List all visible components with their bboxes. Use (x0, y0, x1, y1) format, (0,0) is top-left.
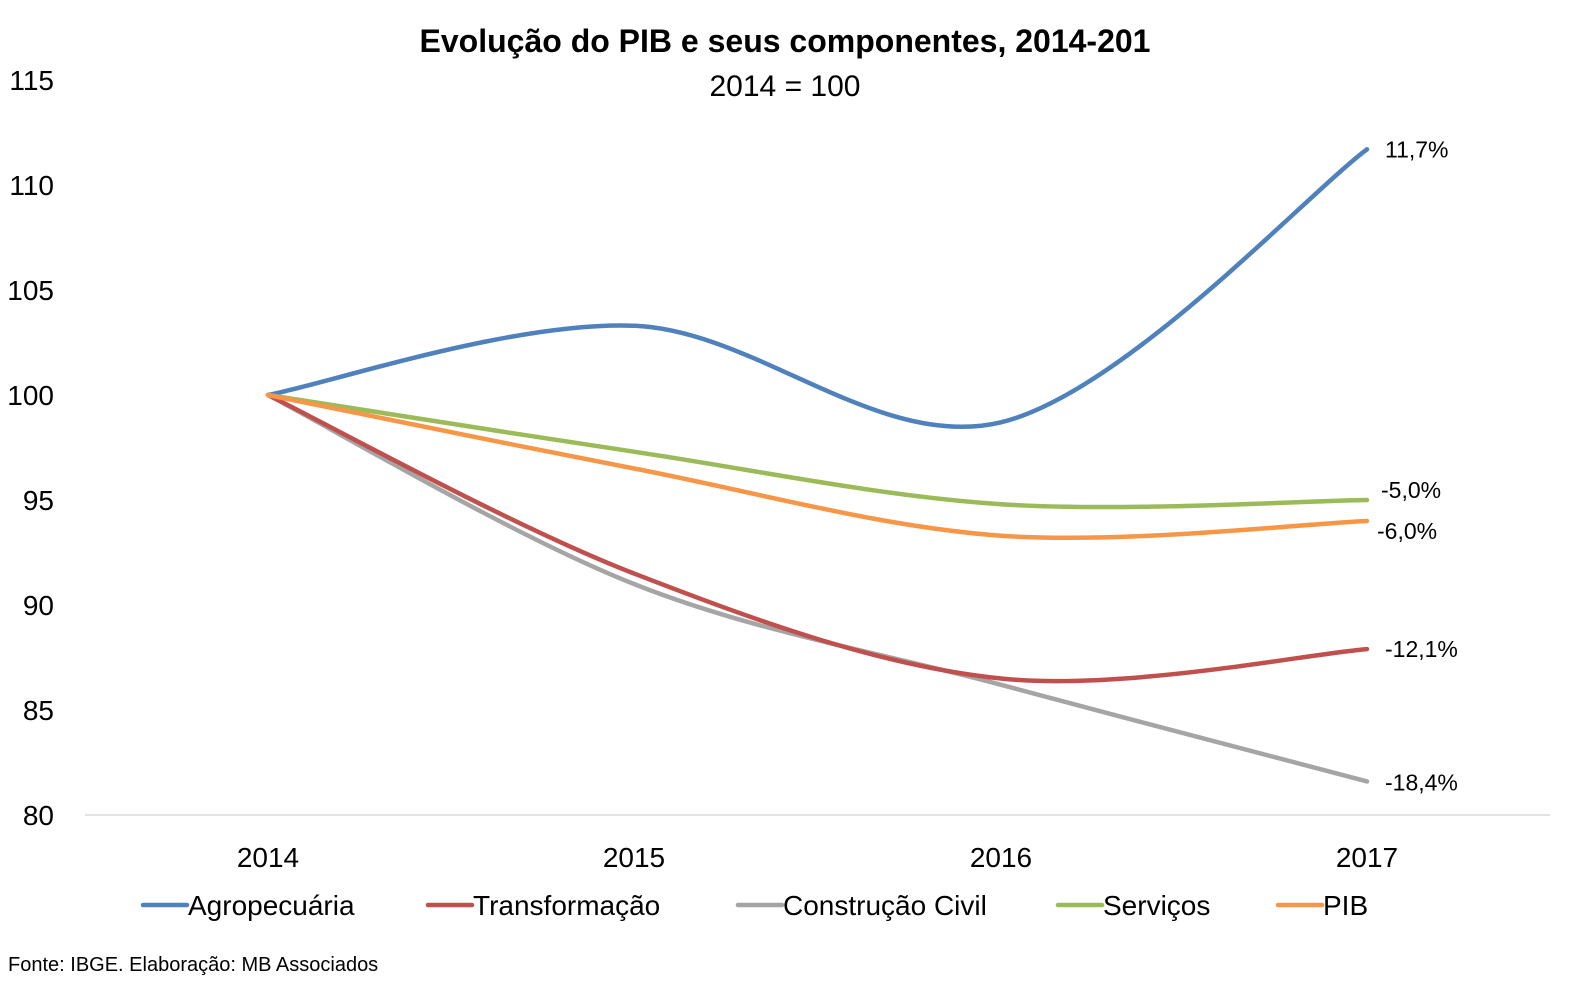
series-line-servi-os (265, 392, 1370, 510)
x-tick-label: 2017 (1336, 842, 1398, 873)
x-tick-label: 2015 (603, 842, 665, 873)
series-line-constru-o-civil (265, 392, 1370, 784)
data-label: -12,1% (1385, 636, 1458, 662)
end-labels: 11,7% -12,1% -18,4% -5,0% -6,0% (1377, 136, 1458, 795)
series-line-agropecu-ria (265, 147, 1370, 430)
legend-label: Serviços (1103, 890, 1210, 921)
y-tick-label: 110 (9, 170, 54, 201)
y-tick-label: 105 (7, 275, 54, 306)
series-line-transforma-o (265, 392, 1370, 684)
legend-label: Construção Civil (783, 890, 987, 921)
series-lines (265, 147, 1370, 784)
chart-subtitle: 2014 = 100 (710, 70, 861, 103)
legend-label: PIB (1323, 890, 1368, 921)
series-line-pib (265, 392, 1370, 541)
data-label: -6,0% (1377, 518, 1437, 544)
x-tick-label: 2014 (237, 842, 299, 873)
data-label: -18,4% (1385, 769, 1458, 795)
x-tick-label: 2016 (970, 842, 1032, 873)
y-tick-label: 115 (9, 65, 54, 96)
y-tick-label: 80 (23, 800, 54, 831)
chart-title: Evolução do PIB e seus componentes, 2014… (420, 23, 1151, 59)
y-tick-label: 95 (23, 485, 54, 516)
legend: Agropecuária Transformação Construção Civi… (140, 890, 1368, 921)
data-label: 11,7% (1385, 136, 1449, 162)
legend-label: Transformação (473, 890, 660, 921)
y-tick-label: 85 (23, 695, 54, 726)
y-tick-label: 100 (7, 380, 54, 411)
source-note: Fonte: IBGE. Elaboração: MB Associados (8, 954, 379, 976)
y-tick-label: 90 (23, 590, 54, 621)
data-label: -5,0% (1381, 477, 1441, 503)
legend-label: Agropecuária (188, 890, 355, 921)
x-axis: 2014 2015 2016 2017 (237, 842, 1398, 873)
y-axis: 80 85 90 95 100 105 110 115 (7, 65, 54, 831)
